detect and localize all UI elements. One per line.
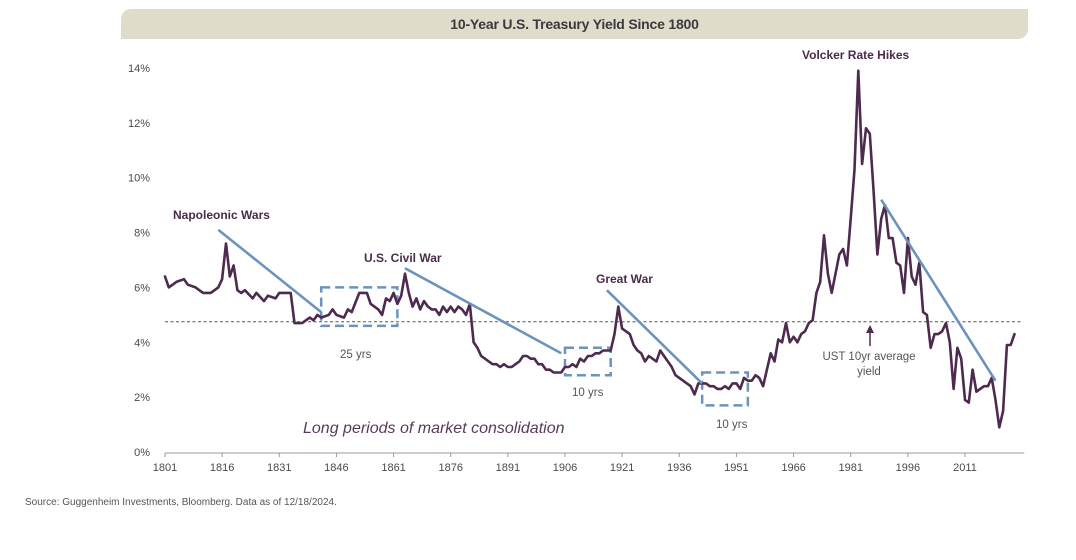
annotation-volcker: Volcker Rate Hikes: [802, 48, 909, 62]
chart-title-banner: 10-Year U.S. Treasury Yield Since 1800: [121, 9, 1028, 39]
box-label-10yrs-1: 10 yrs: [572, 387, 604, 399]
y-tick-label: 12%: [128, 118, 150, 130]
x-axis: 1801 1816 1831 1846 1861 1876 1891 1906 1921 1936…: [153, 452, 1025, 474]
y-tick-label: 8%: [134, 228, 150, 240]
box-label-10yrs-2: 10 yrs: [716, 419, 748, 431]
trend-line: [217, 228, 323, 314]
x-tick-label: 1981: [838, 462, 862, 474]
x-tick-label: 2011: [953, 462, 977, 474]
x-tick-label: 1846: [324, 462, 348, 474]
trend-line: [880, 198, 997, 382]
annotation-napoleonic-wars: Napoleonic Wars: [173, 208, 270, 222]
annotation-great-war: Great War: [596, 272, 653, 286]
y-tick-label: 0%: [134, 447, 150, 459]
average-label-line2: yield: [857, 366, 881, 378]
average-label-line1: UST 10yr average: [822, 351, 915, 363]
x-tick-label: 1831: [267, 462, 291, 474]
x-tick-label: 1996: [896, 462, 920, 474]
x-tick-label: 1936: [667, 462, 691, 474]
x-tick-label: 1906: [553, 462, 577, 474]
y-tick-label: 2%: [134, 392, 150, 404]
trend-lines: [217, 198, 997, 385]
x-tick-label: 1966: [781, 462, 805, 474]
consolidation-boxes: [319, 286, 750, 407]
trend-line: [605, 289, 704, 385]
trend-line: [404, 267, 562, 355]
y-tick-label: 6%: [134, 282, 150, 294]
series-group: [163, 69, 1016, 429]
x-tick-label: 1951: [724, 462, 748, 474]
average-arrow-icon: [866, 325, 874, 333]
source-footnote: Source: Guggenheim Investments, Bloomber…: [25, 497, 337, 508]
annotation-consolidation: Long periods of market consolidation: [303, 420, 565, 437]
box-label-25yrs: 25 yrs: [340, 349, 372, 361]
x-tick-label: 1876: [438, 462, 462, 474]
consolidation-box: [700, 371, 750, 407]
x-tick-label: 1801: [153, 462, 177, 474]
y-tick-label: 10%: [128, 173, 150, 185]
annotation-civil-war: U.S. Civil War: [364, 251, 442, 265]
yield-series-line: [163, 69, 1016, 429]
consolidation-box: [563, 346, 612, 377]
chart-title: 10-Year U.S. Treasury Yield Since 1800: [450, 16, 699, 32]
x-tick-label: 1921: [610, 462, 634, 474]
x-tick-label: 1816: [210, 462, 234, 474]
x-tick-label: 1891: [496, 462, 520, 474]
x-tick-label: 1861: [381, 462, 405, 474]
average-yield-annotation: UST 10yr average yield: [822, 325, 916, 378]
y-tick-label: 14%: [128, 63, 150, 75]
y-axis: 0% 2% 4% 6% 8% 10% 12% 14%: [128, 63, 150, 459]
y-tick-label: 4%: [134, 337, 150, 349]
